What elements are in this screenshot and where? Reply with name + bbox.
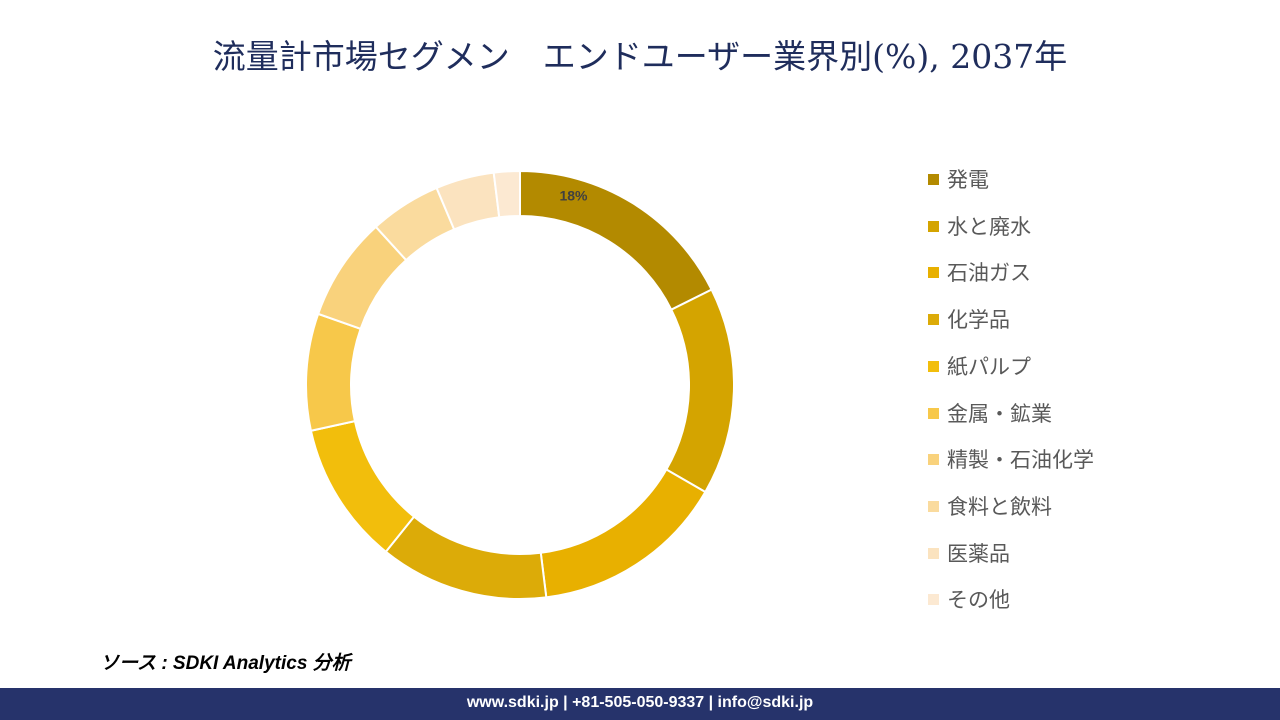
legend-label: 化学品 [947,308,1010,333]
legend-swatch [928,500,939,512]
data-label-1: 18% [559,188,588,204]
legend-label: 紙パルプ [947,354,1031,379]
legend-swatch [928,360,939,372]
legend-swatch [928,407,939,419]
legend-label: 医薬品 [947,541,1010,566]
legend-swatch [928,547,939,559]
legend-swatch [928,267,939,279]
legend-swatch [928,594,939,606]
donut-slice-10 [492,169,521,219]
legend-swatch [928,314,939,326]
donut-chart: 18% [305,169,735,600]
donut-slice-4 [384,515,548,600]
legend-swatch [928,454,939,466]
legend-label: 金属・鉱業 [947,401,1052,426]
footer-bar: www.sdki.jp | +81-505-050-9337 | info@sd… [0,688,1280,720]
donut-slice-2 [664,288,735,494]
legend-label: 発電 [947,168,989,192]
legend-label: 精製・石油化学 [947,448,1094,473]
donut-slice-6 [305,312,362,432]
legend-label: 食料と飲料 [947,494,1052,519]
chart-title: 流量計市場セグメン エンドユーザー業界別(%), 2037年 [212,37,1068,76]
legend-swatch [928,174,939,185]
legend-label: 水と廃水 [947,214,1031,239]
donut-slice-1 [519,169,713,312]
footer-contact: www.sdki.jp | +81-505-050-9337 | info@sd… [466,694,814,711]
source-note: ソース : SDKI Analytics 分析 [100,653,351,674]
legend-swatch [928,220,939,232]
legend-label: 石油ガス [947,261,1031,286]
donut-slice-5 [309,419,416,554]
donut-slice-3 [539,468,707,599]
legend-label: その他 [947,588,1010,613]
